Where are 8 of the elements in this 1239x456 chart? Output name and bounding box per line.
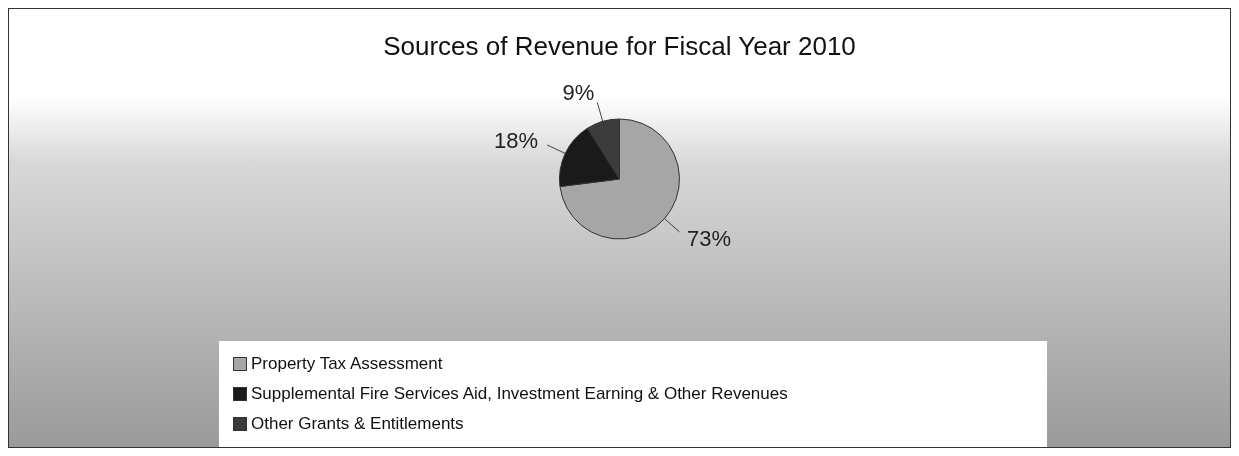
- pie-slice: [559, 118, 680, 240]
- chart-title: Sources of Revenue for Fiscal Year 2010: [382, 30, 857, 62]
- data-label: 9%: [562, 80, 595, 106]
- data-label: 73%: [687, 226, 732, 252]
- legend-label: Supplemental Fire Services Aid, Investment Earning & Other Revenues: [251, 383, 788, 405]
- legend-label: Property Tax Assessment: [251, 353, 443, 375]
- data-label: 18%: [494, 128, 539, 154]
- legend-label: Other Grants & Entitlements: [251, 413, 464, 435]
